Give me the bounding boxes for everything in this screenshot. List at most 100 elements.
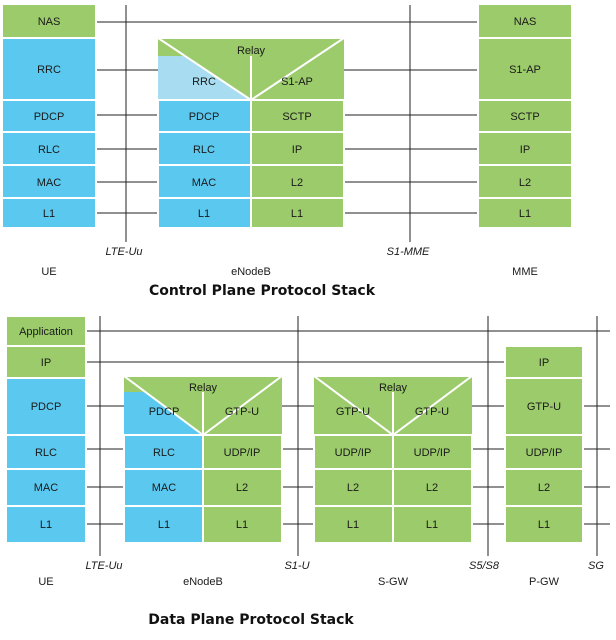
- s1-mme-label: S1-MME: [387, 246, 430, 258]
- dp-ue-l1-block: [5, 505, 87, 544]
- sgw-udpip-left-block: [313, 434, 394, 470]
- enb-l1-right-block: [250, 197, 345, 229]
- mme-l1-block: [477, 197, 573, 229]
- enb-l2-label: L2: [291, 177, 303, 189]
- pgw-gtpu-block: [504, 377, 584, 436]
- dp-enb-udpip-label: UDP/IP: [224, 447, 261, 459]
- dp-ue-ip-label: IP: [41, 357, 51, 369]
- pgw-gtpu-label: GTP-U: [527, 401, 561, 413]
- enb-rlc-label: RLC: [193, 144, 215, 156]
- ue-l1-label: L1: [43, 208, 55, 220]
- dp-ue-node-label: UE: [38, 576, 53, 588]
- enb-s1ap-label: S1-AP: [281, 76, 313, 88]
- dp-enb-l1-right-block: [202, 505, 283, 544]
- mme-nas-label: NAS: [514, 16, 537, 28]
- pgw-stack: IP GTP-U UDP/IP L2 L1: [504, 345, 584, 544]
- pgw-udpip-block: [504, 434, 584, 470]
- ue-stack: NAS RRC PDCP RLC MAC L1: [1, 3, 97, 229]
- dp-enb-mac-label: MAC: [152, 482, 177, 494]
- lte-uu-label: LTE-Uu: [105, 246, 142, 258]
- enb-l1-label: L1: [198, 208, 210, 220]
- mme-nas-block: [477, 3, 573, 39]
- s5-s8-label: S5/S8: [469, 560, 500, 572]
- dp-ue-application-label: Application: [19, 326, 73, 338]
- mme-ip-block: [477, 131, 573, 166]
- enb-sctp-label: SCTP: [282, 111, 311, 123]
- dp-enb-gtpu-label: GTP-U: [225, 406, 259, 418]
- ue-l1-block: [1, 197, 97, 229]
- dp-ue-application-block: [5, 315, 87, 347]
- ue-pdcp-block: [1, 99, 97, 133]
- dp-ue-rlc-block: [5, 434, 87, 470]
- sgw-l2-left-label: L2: [347, 482, 359, 494]
- mme-sctp-block: [477, 99, 573, 133]
- dp-ue-pdcp-label: PDCP: [31, 401, 62, 413]
- sgw-gtpu-left-label: GTP-U: [336, 406, 370, 418]
- dp-ue-stack: Application IP PDCP RLC MAC L1: [5, 315, 87, 544]
- dp-ue-rlc-label: RLC: [35, 447, 57, 459]
- cp-mme-node-label: MME: [512, 266, 538, 278]
- ue-nas-label: NAS: [38, 16, 61, 28]
- pgw-l1-block: [504, 505, 584, 544]
- dp-sgw-node-label: S-GW: [378, 576, 409, 588]
- enb-rrc-label: RRC: [192, 76, 216, 88]
- dp-enb-rlc-block: [123, 434, 204, 470]
- mme-ip-label: IP: [520, 144, 530, 156]
- dp-enb-pdcp-label: PDCP: [149, 406, 180, 418]
- ue-pdcp-label: PDCP: [34, 111, 65, 123]
- dp-enodeb-node-label: eNodeB: [183, 576, 223, 588]
- pgw-udpip-label: UDP/IP: [526, 447, 563, 459]
- ue-nas-block: [1, 3, 97, 39]
- sgw-l1-left-block: [313, 505, 394, 544]
- dp-ue-l1-label: L1: [40, 519, 52, 531]
- sgw-l1-left-label: L1: [347, 519, 359, 531]
- relay-label: Relay: [237, 45, 266, 57]
- mme-s1ap-block: [477, 37, 573, 101]
- enb-pdcp-block: [157, 99, 252, 133]
- dp-enb-l2-label: L2: [236, 482, 248, 494]
- ue-mac-label: MAC: [37, 177, 62, 189]
- sgw-l2-right-label: L2: [426, 482, 438, 494]
- cp-ue-node-label: UE: [41, 266, 56, 278]
- control-plane-caption: Control Plane Protocol Stack: [149, 283, 376, 299]
- sgw-l1-right-label: L1: [426, 519, 438, 531]
- data-plane: Application IP PDCP RLC MAC L1 Relay PDC…: [5, 315, 610, 628]
- dp-enb-relay-label: Relay: [189, 382, 218, 394]
- control-plane: NAS RRC PDCP RLC MAC L1 Relay RRC S1-AP …: [1, 3, 573, 299]
- sgw-relay-label: Relay: [379, 382, 408, 394]
- sgw-udpip-right-label: UDP/IP: [414, 447, 451, 459]
- enb-l1-right-label: L1: [291, 208, 303, 220]
- sgw-stack: Relay GTP-U GTP-U UDP/IP L2 L1 UDP/IP L2…: [310, 375, 476, 544]
- data-plane-caption: Data Plane Protocol Stack: [148, 612, 354, 628]
- mme-stack: NAS S1-AP SCTP IP L2 L1: [477, 3, 573, 229]
- mme-s1ap-label: S1-AP: [509, 64, 541, 76]
- dp-ue-mac-block: [5, 468, 87, 507]
- sgw-l2-right-block: [392, 468, 473, 507]
- dp-enb-l1-label: L1: [158, 519, 170, 531]
- enb-ip-label: IP: [292, 144, 302, 156]
- cp-enodeb-node-label: eNodeB: [231, 266, 271, 278]
- dp-enb-l1-block: [123, 505, 204, 544]
- mme-l2-label: L2: [519, 177, 531, 189]
- enodeb-stack: Relay RRC S1-AP PDCP RLC MAC L1 SCTP IP …: [154, 37, 348, 229]
- pgw-l2-label: L2: [538, 482, 550, 494]
- mme-sctp-label: SCTP: [510, 111, 539, 123]
- dp-enb-rlc-label: RLC: [153, 447, 175, 459]
- mme-l1-label: L1: [519, 208, 531, 220]
- dp-pgw-node-label: P-GW: [529, 576, 560, 588]
- pgw-l2-block: [504, 468, 584, 507]
- dp-ue-mac-label: MAC: [34, 482, 59, 494]
- sg-label: SG: [588, 560, 604, 572]
- pgw-ip-label: IP: [539, 357, 549, 369]
- pgw-l1-label: L1: [538, 519, 550, 531]
- sgw-l1-right-block: [392, 505, 473, 544]
- enb-rlc-block: [157, 131, 252, 166]
- ue-rrc-label: RRC: [37, 64, 61, 76]
- sgw-udpip-left-label: UDP/IP: [335, 447, 372, 459]
- dp-enb-l1-right-label: L1: [236, 519, 248, 531]
- ue-rlc-label: RLC: [38, 144, 60, 156]
- sgw-gtpu-right-label: GTP-U: [415, 406, 449, 418]
- ue-mac-block: [1, 164, 97, 199]
- enb-mac-label: MAC: [192, 177, 217, 189]
